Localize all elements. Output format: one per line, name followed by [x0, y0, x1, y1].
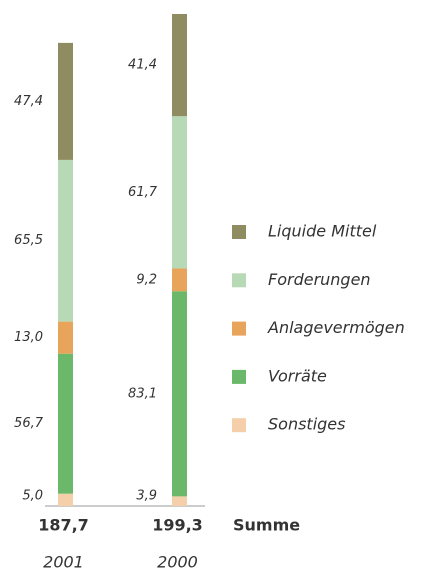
legend-swatch	[232, 418, 246, 433]
bar-segment	[172, 116, 187, 269]
bar-segment	[172, 496, 187, 506]
bar-segment	[58, 321, 73, 354]
legend-swatch	[232, 321, 246, 336]
legend-swatch	[232, 225, 246, 239]
bar-segment	[58, 159, 73, 322]
value-label: 61,7	[128, 185, 158, 200]
value-label: 13,0	[14, 330, 43, 345]
x-tick-label: 2000	[157, 553, 198, 572]
bar-segment	[172, 291, 187, 497]
bar-segment	[58, 353, 73, 494]
bar-segment	[58, 493, 73, 506]
value-label: 41,4	[128, 58, 157, 73]
legend-label: Vorräte	[268, 366, 327, 385]
bar-segment	[58, 42, 73, 160]
legend-label: Liquide Mittel	[268, 222, 377, 241]
bar-segment	[172, 14, 187, 117]
x-tick-label: 2001	[43, 553, 84, 572]
total-label: 187,7	[38, 516, 89, 535]
legend-swatch	[232, 273, 246, 288]
value-label: 9,2	[136, 272, 157, 287]
legend-label: Anlagevermögen	[267, 318, 405, 337]
value-label: 65,5	[14, 233, 43, 248]
value-label: 5,0	[22, 489, 43, 504]
legend-label: Forderungen	[268, 270, 371, 289]
legend-swatch	[232, 369, 246, 384]
bar-segment	[172, 268, 187, 292]
value-label: 3,9	[136, 489, 157, 504]
value-label: 83,1	[128, 386, 157, 401]
legend-label: Sonstiges	[268, 415, 345, 434]
total-label: 199,3	[152, 516, 203, 535]
value-label: 47,4	[14, 94, 43, 109]
value-label: 56,7	[14, 416, 44, 431]
total-name: Summe	[233, 516, 300, 535]
